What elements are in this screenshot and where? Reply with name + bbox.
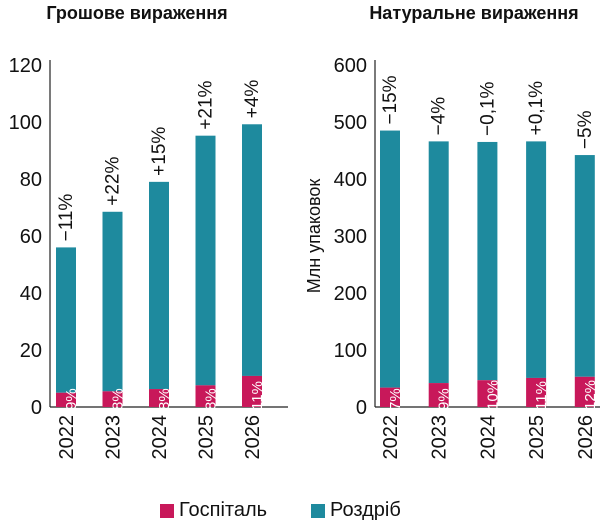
- share-label: 11%: [533, 381, 550, 410]
- y-tick-label: 100: [9, 112, 42, 134]
- hospital-bar: [56, 392, 76, 407]
- hospital-bar: [242, 375, 262, 407]
- x-tick-label: 2025: [526, 415, 548, 460]
- change-label: −5%: [575, 110, 596, 149]
- y-tick-label: 300: [334, 226, 367, 248]
- y-tick-label: 500: [334, 112, 367, 134]
- y-tick-label: 100: [334, 340, 367, 362]
- change-label: −11%: [56, 194, 77, 242]
- y-axis-label: Млн упаковок: [304, 179, 324, 294]
- x-tick-label: 2025: [196, 415, 218, 460]
- hospital-bar: [477, 380, 498, 407]
- x-tick-label: 2022: [380, 415, 402, 460]
- retail-bar: [242, 124, 262, 376]
- change-label: +4%: [242, 80, 263, 119]
- share-label: 9%: [63, 388, 80, 410]
- share-label: 12%: [582, 380, 599, 410]
- y-tick-label: 60: [20, 226, 42, 248]
- chart-title: Натуральне вираження: [369, 3, 578, 23]
- change-label: −15%: [380, 75, 401, 124]
- hospital-bar: [102, 391, 123, 407]
- hospital-bar: [574, 376, 595, 407]
- legend-retail-label: Роздріб: [330, 499, 401, 521]
- retail-swatch: [311, 503, 326, 518]
- retail-bar: [574, 155, 595, 377]
- x-tick-label: 2023: [103, 415, 125, 460]
- change-label: +0,1%: [526, 81, 547, 136]
- hospital-bar: [428, 383, 449, 407]
- hospital-bar: [195, 385, 216, 407]
- y-tick-label: 80: [20, 169, 42, 191]
- x-tick-label: 2024: [477, 415, 499, 460]
- share-label: 8%: [203, 388, 220, 410]
- change-label: +21%: [196, 80, 217, 129]
- change-label: +22%: [103, 157, 124, 206]
- share-label: 8%: [156, 388, 173, 410]
- legend-item-hospital: Госпіталь: [160, 499, 267, 522]
- x-tick-label: 2024: [149, 415, 171, 460]
- hospital-swatch: [160, 503, 174, 518]
- hospital-bar: [380, 387, 400, 407]
- y-tick-label: 0: [356, 397, 367, 419]
- x-tick-label: 2026: [242, 415, 264, 460]
- retail-bar: [102, 211, 123, 392]
- retail-bar: [56, 247, 76, 393]
- y-tick-label: 20: [20, 340, 42, 362]
- change-label: +15%: [149, 127, 170, 176]
- y-tick-label: 400: [334, 169, 367, 191]
- retail-bar: [526, 141, 547, 378]
- share-label: 7%: [387, 388, 404, 410]
- legend-hospital-label: Госпіталь: [179, 499, 268, 521]
- hospital-bar: [526, 377, 547, 407]
- chart-title: Грошове вираження: [46, 3, 227, 23]
- share-label: 9%: [436, 388, 453, 410]
- retail-bar: [477, 141, 498, 381]
- y-tick-label: 40: [20, 283, 42, 305]
- retail-bar: [149, 181, 169, 390]
- y-tick-label: 0: [31, 397, 42, 419]
- x-tick-label: 2022: [56, 415, 78, 460]
- y-tick-label: 200: [334, 283, 367, 305]
- share-label: 10%: [484, 380, 501, 410]
- legend-item-retail: Роздріб: [311, 499, 401, 522]
- retail-bar: [428, 141, 449, 384]
- change-label: −0,1%: [477, 81, 498, 136]
- legend: Госпіталь Роздріб: [160, 499, 401, 522]
- retail-bar: [380, 130, 400, 388]
- retail-bar: [195, 135, 216, 386]
- x-tick-label: 2023: [429, 415, 451, 460]
- share-label: 8%: [110, 388, 127, 410]
- hospital-bar: [149, 389, 169, 407]
- y-tick-label: 600: [334, 55, 367, 77]
- y-tick-label: 120: [9, 55, 42, 77]
- x-tick-label: 2026: [575, 415, 597, 460]
- share-label: 11%: [249, 381, 266, 410]
- change-label: −4%: [429, 97, 450, 136]
